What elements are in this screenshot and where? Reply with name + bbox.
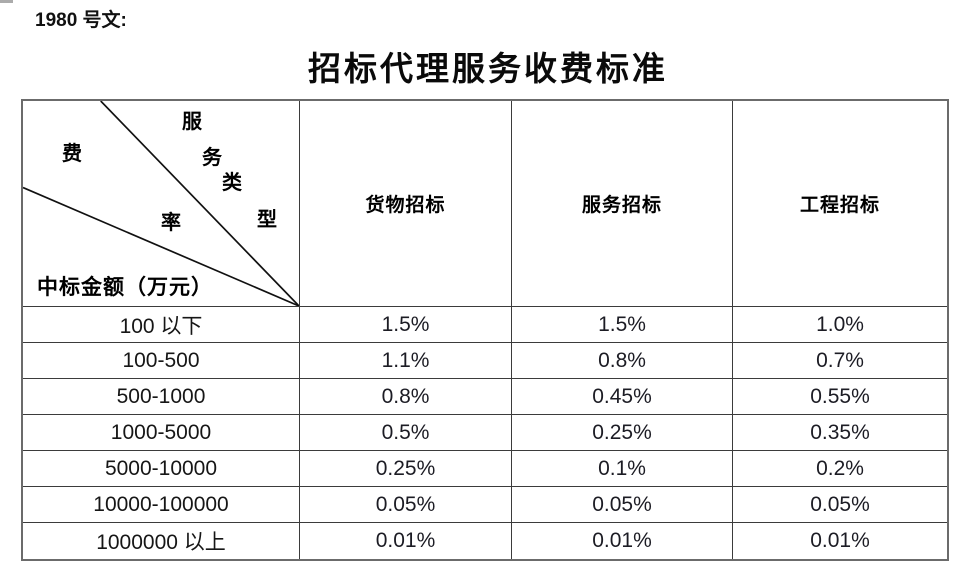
fee-table: 服 务 类 型 费 率 中标金额（万元） 货物招标 服务招标 工程招标 100 …	[21, 99, 949, 561]
corner-amount-label: 中标金额（万元）	[37, 275, 213, 299]
table-cell-value: 0.01%	[300, 523, 512, 559]
column-header-engineering: 工程招标	[733, 101, 947, 307]
table-cell-value: 0.05%	[300, 487, 512, 523]
column-header-service: 服务招标	[512, 101, 733, 307]
corner-rate-char: 费	[62, 143, 82, 165]
doc-number: 1980 号文:	[35, 10, 127, 31]
table-cell-value: 0.05%	[512, 487, 733, 523]
table-row-label: 100-500	[23, 343, 300, 379]
table-row-label: 1000000 以上	[23, 523, 300, 559]
table-cell-value: 1.0%	[733, 307, 947, 343]
table-cell-value: 0.05%	[733, 487, 947, 523]
table-row-label: 5000-10000	[23, 451, 300, 487]
corner-service-type-char: 类	[222, 172, 242, 194]
corner-service-type-char: 务	[202, 147, 222, 169]
table-row-label: 1000-5000	[23, 415, 300, 451]
table-row-label: 500-1000	[23, 379, 300, 415]
table-cell-value: 0.1%	[512, 451, 733, 487]
table-cell-value: 0.25%	[512, 415, 733, 451]
diagonal-divider-lines	[23, 101, 299, 306]
table-cell-value: 1.5%	[512, 307, 733, 343]
screen-edge-artifact	[0, 0, 13, 3]
table-cell-value: 0.01%	[810, 529, 870, 552]
corner-service-type-char: 型	[257, 209, 277, 231]
corner-rate-char: 率	[161, 212, 181, 234]
column-header-goods: 货物招标	[300, 101, 512, 307]
table-cell-value: 0.5%	[300, 415, 512, 451]
table-cell-value: 0.25%	[300, 451, 512, 487]
table-cell-value: 0.01%	[512, 523, 733, 559]
table-row-label: 10000-100000	[23, 487, 300, 523]
corner-service-type-char: 服	[182, 111, 202, 133]
table-cell-value: 0.35%	[733, 415, 947, 451]
table-cell-value: 0.55%	[733, 379, 947, 415]
table-cell-value: 0.8%	[300, 379, 512, 415]
table-cell-value: 0.8%	[512, 343, 733, 379]
table-cell-value: 0.7%	[733, 343, 947, 379]
table-cell-value: 0.45%	[512, 379, 733, 415]
table-row-label: 100 以下	[23, 307, 300, 343]
table-cell-value: 0.2%	[733, 451, 947, 487]
page-title: 招标代理服务收费标准	[308, 52, 668, 88]
table-cell-value: 1.1%	[300, 343, 512, 379]
table-corner-cell: 服 务 类 型 费 率 中标金额（万元）	[23, 101, 300, 307]
table-cell-value: 1.5%	[300, 307, 512, 343]
